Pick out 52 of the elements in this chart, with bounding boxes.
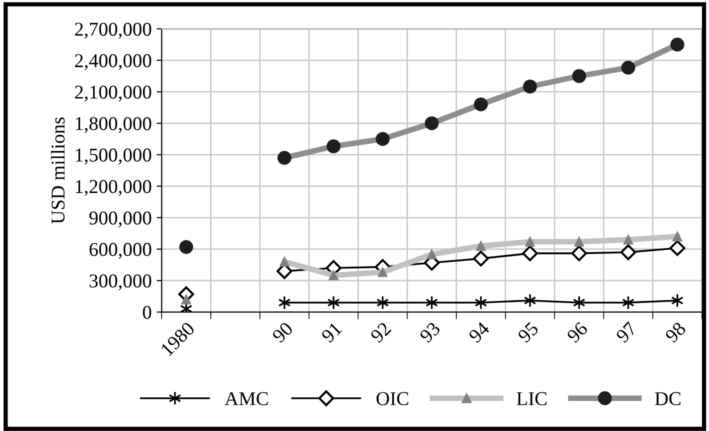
point	[326, 139, 340, 154]
point	[672, 232, 682, 242]
point	[277, 150, 292, 165]
y-tick-label: 1,800,000	[76, 117, 152, 133]
point	[179, 240, 194, 254]
x-tick-label: 94	[468, 321, 490, 344]
y-tick-label: 2,700,000	[75, 22, 152, 39]
point	[571, 245, 588, 262]
point	[572, 69, 586, 84]
y-tick-label: 2,400,000	[75, 54, 152, 70]
point	[670, 38, 684, 52]
point	[574, 236, 584, 247]
x-tick-label: 98	[664, 321, 687, 344]
x-tick-label: 97	[615, 321, 638, 344]
x-tick-label: 96	[566, 321, 588, 344]
y-tick-label: 0	[142, 306, 152, 319]
legend-label: DC	[655, 392, 680, 406]
point	[426, 250, 437, 260]
point	[278, 296, 291, 310]
y-tick-label: 300,000	[90, 274, 152, 290]
point	[524, 293, 536, 308]
point	[621, 60, 636, 75]
x-tick-label: 91	[320, 322, 342, 344]
point	[522, 245, 538, 262]
y-tick-label: 600,000	[90, 242, 152, 259]
legend-label: LIC	[516, 392, 546, 406]
point	[328, 270, 338, 280]
point	[472, 250, 489, 266]
x-tick-label: 95	[517, 321, 540, 344]
point	[376, 132, 390, 146]
y-tick-label: 2,100,000	[75, 86, 152, 102]
point	[424, 116, 439, 130]
point	[327, 296, 340, 310]
x-tick-label: 93	[418, 321, 441, 344]
legend-label: AMC	[224, 392, 268, 406]
y-axis-title: USD millions	[50, 117, 65, 224]
point	[378, 267, 388, 278]
x-tick-label: 92	[370, 322, 392, 344]
point	[476, 241, 486, 251]
point	[181, 294, 192, 304]
point	[620, 244, 636, 260]
point	[474, 97, 488, 112]
y-tick-label: 1,500,000	[76, 148, 152, 164]
y-tick-label: 900,000	[89, 211, 152, 228]
point	[525, 236, 535, 247]
legend-label: OIC	[376, 392, 408, 406]
point	[669, 240, 686, 256]
point	[623, 234, 634, 245]
point	[280, 256, 290, 267]
x-tick-label: 90	[272, 321, 294, 344]
point	[523, 80, 537, 94]
y-tick-label: 1,200,000	[76, 180, 152, 196]
